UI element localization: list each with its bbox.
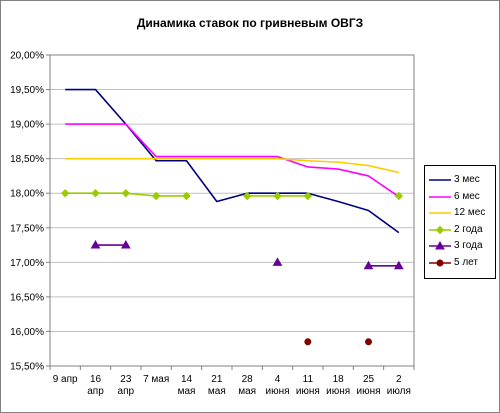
x-tick-label: 18 июня — [326, 374, 350, 397]
legend-swatch — [429, 212, 451, 214]
legend-label: 5 лет — [454, 256, 478, 268]
x-tick-label: 2 июля — [387, 374, 411, 397]
chart-title: Динамика ставок по гривневым ОВГЗ — [136, 16, 364, 30]
legend-item: 3 года — [425, 239, 495, 255]
plot-area — [49, 54, 415, 367]
data-point — [272, 257, 283, 266]
data-point — [394, 191, 404, 201]
data-point — [303, 191, 313, 201]
y-tick-label: 17,50% — [10, 223, 44, 234]
x-tick-label: 23 апр — [118, 374, 135, 397]
y-tick-label: 17,00% — [10, 258, 44, 269]
data-point — [273, 191, 282, 201]
y-tick-label: 18,50% — [10, 154, 44, 165]
legend-label: 12 мес — [454, 207, 486, 218]
x-tick-label: 4 июня — [265, 374, 289, 397]
data-point — [121, 189, 131, 198]
legend-label: 6 мес — [454, 190, 480, 202]
data-point — [182, 191, 191, 201]
y-tick-label: 19,00% — [10, 120, 44, 131]
data-point — [365, 338, 372, 346]
legend-swatch — [429, 259, 451, 266]
data-point — [151, 191, 161, 201]
series-line — [65, 123, 400, 198]
legend-item: 2 года — [425, 223, 495, 239]
axes: 15,50% 16,00% 16,50% 17,00% 17,50% 18,00% 18,5… — [10, 51, 415, 397]
series-4 — [60, 189, 404, 201]
series-5 — [90, 240, 404, 270]
series-line — [65, 157, 400, 174]
legend-item: 3 мес — [425, 173, 495, 189]
legend-label: 2 года — [454, 223, 483, 235]
data-point — [242, 191, 252, 201]
series-6 — [304, 338, 372, 346]
series-2 — [65, 123, 400, 198]
series-line — [65, 88, 400, 234]
x-tick-label: 16 апр — [87, 374, 104, 397]
y-tick-label: 18,00% — [10, 189, 44, 200]
x-tick-label: 9 апр — [53, 374, 78, 385]
x-tick-label: 14 мая — [178, 374, 196, 397]
y-tick-label: 20,00% — [10, 51, 44, 62]
legend-marker — [435, 225, 445, 234]
legend-label: 3 года — [454, 240, 483, 251]
legend-item: 5 лет — [425, 256, 495, 272]
data-point — [60, 189, 70, 198]
series-layer — [60, 88, 404, 346]
series-1 — [65, 88, 400, 234]
series-3 — [65, 157, 400, 174]
legend-swatch — [429, 179, 451, 181]
data-point — [363, 260, 374, 270]
y-tick-label: 16,50% — [10, 292, 44, 303]
data-point — [90, 240, 101, 249]
legend-swatch — [429, 225, 451, 234]
y-tick-label: 19,50% — [10, 85, 44, 96]
legend-label: 3 мес — [454, 174, 480, 185]
x-tick-label: 28 мая — [238, 374, 256, 397]
legend-item: 6 мес — [425, 190, 495, 206]
y-tick-label: 16,00% — [10, 327, 44, 338]
legend: 3 мес 6 мес 12 мес 2 года 3 года 5 лет — [424, 165, 496, 279]
data-point — [304, 338, 312, 346]
data-point — [120, 240, 131, 249]
legend-swatch — [429, 195, 451, 198]
legend-swatch — [429, 240, 451, 250]
gridlines — [50, 89, 414, 332]
legend-marker — [436, 259, 444, 266]
x-tick-label: 21 мая — [208, 374, 226, 397]
data-point — [393, 260, 404, 270]
data-point — [91, 189, 100, 198]
x-tick-label: 7 мая — [143, 374, 169, 385]
x-tick-label: 11 июня — [296, 374, 320, 397]
x-tick-label: 25 июня — [356, 374, 380, 397]
legend-item: 12 мес — [425, 206, 495, 222]
y-tick-label: 15,50% — [10, 362, 44, 373]
legend-marker — [435, 240, 445, 250]
